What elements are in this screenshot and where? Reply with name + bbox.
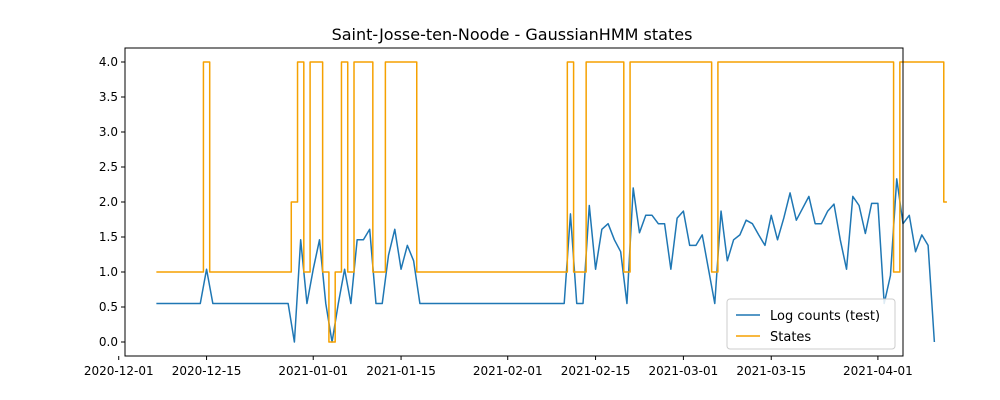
- x-tick-label: 2020-12-01: [84, 364, 154, 378]
- chart-title: Saint-Josse-ten-Noode - GaussianHMM stat…: [332, 25, 693, 44]
- plot-area: [156, 61, 947, 343]
- y-tick-label: 2.5: [99, 160, 118, 174]
- y-tick-label: 0.5: [99, 300, 118, 314]
- x-tick-label: 2021-02-01: [473, 364, 543, 378]
- legend-label: Log counts (test): [770, 309, 880, 324]
- x-tick-label: 2021-01-15: [366, 364, 436, 378]
- x-tick-label: 2021-03-01: [649, 364, 719, 378]
- legend-label: States: [770, 330, 811, 345]
- y-tick-label: 3.5: [99, 90, 118, 104]
- y-tick-label: 1.5: [99, 230, 118, 244]
- x-tick-label: 2021-03-15: [736, 364, 806, 378]
- y-tick-label: 3.0: [99, 125, 118, 139]
- legend: Log counts (test) States: [726, 298, 896, 350]
- y-tick-label: 4.0: [99, 55, 118, 69]
- legend-box: [726, 298, 896, 350]
- y-tick-label: 2.0: [99, 195, 118, 209]
- y-tick-label: 1.0: [99, 265, 118, 279]
- x-tick-label: 2021-01-01: [278, 364, 348, 378]
- series-line-0: [156, 178, 936, 343]
- y-axis: 0.0 0.5 1.0 1.5 2.0 2.5 3.0 3.5 4.0: [99, 55, 125, 349]
- series-line-1: [156, 61, 947, 343]
- x-tick-label: 2021-02-15: [561, 364, 631, 378]
- x-tick-label: 2021-04-01: [843, 364, 913, 378]
- y-tick-label: 0.0: [99, 335, 118, 349]
- x-tick-label: 2020-12-15: [172, 364, 242, 378]
- x-axis: 2020-12-01 2020-12-15 2021-01-01 2021-01-15…: [84, 356, 913, 378]
